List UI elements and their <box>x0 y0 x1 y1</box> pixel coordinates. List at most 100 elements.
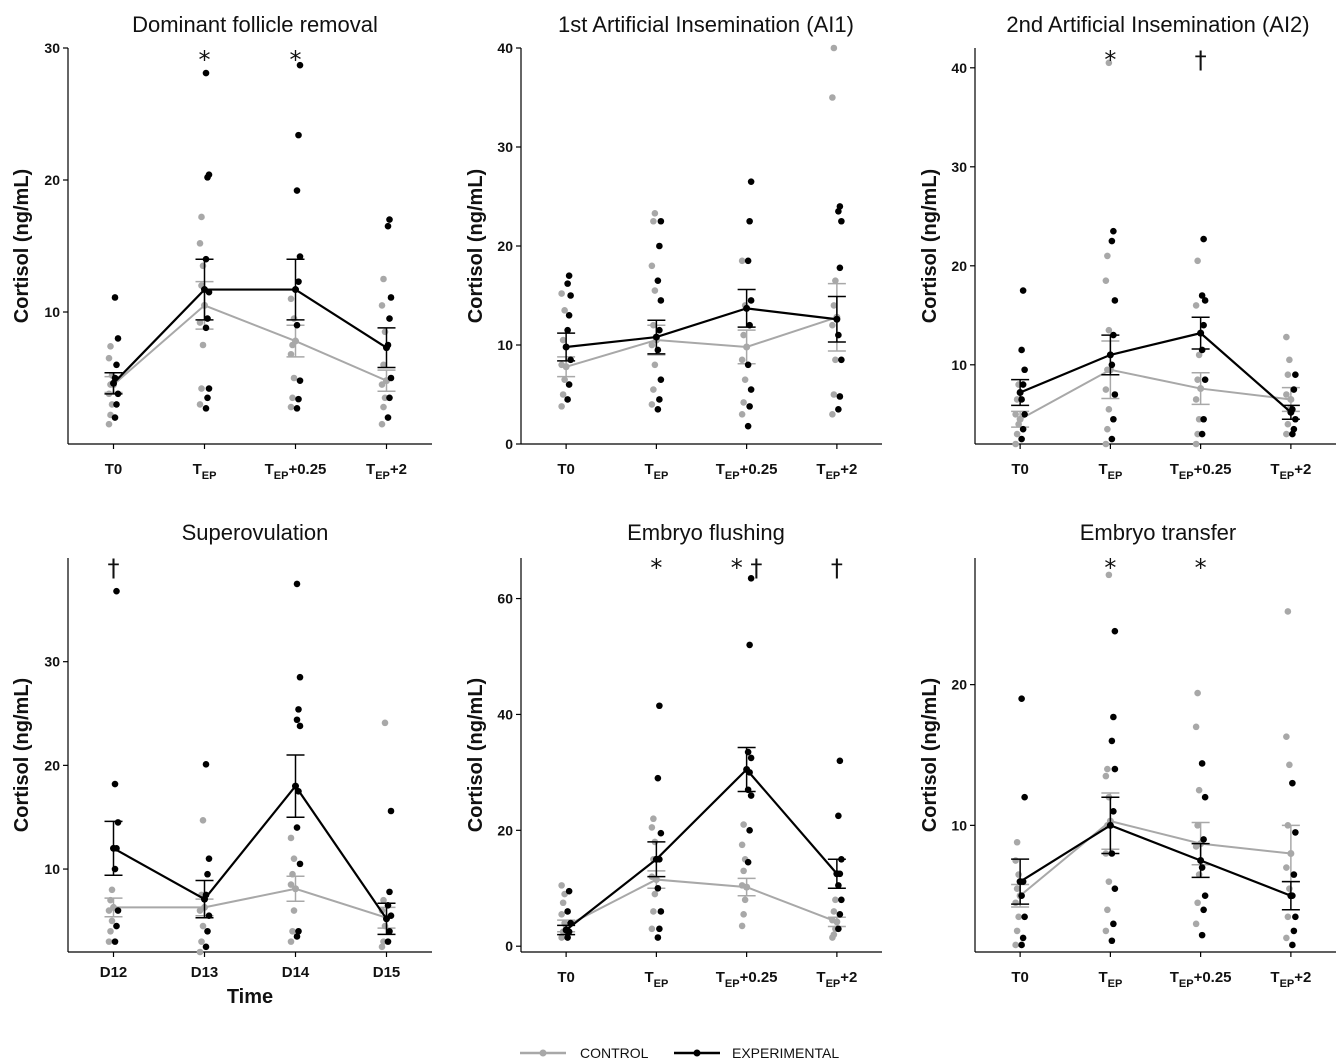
x-tick-label: T0 <box>557 969 575 986</box>
data-point <box>656 925 663 933</box>
x-tick-label: TEP <box>1098 461 1122 482</box>
data-point <box>1201 892 1209 900</box>
data-point <box>1198 760 1206 767</box>
data-point <box>1012 941 1019 949</box>
data-point <box>204 870 211 878</box>
data-point <box>651 210 659 217</box>
data-point <box>558 882 565 889</box>
mean-marker <box>1197 385 1205 393</box>
mean-marker <box>743 304 751 312</box>
data-point <box>1108 737 1116 745</box>
y-tick-label: 20 <box>951 677 967 693</box>
mean-marker <box>292 337 299 345</box>
data-point <box>657 829 665 837</box>
data-point <box>1105 406 1113 413</box>
data-point <box>1021 411 1028 418</box>
mean-marker <box>652 876 660 884</box>
data-point <box>738 922 746 930</box>
data-point <box>205 385 213 392</box>
significance-marker: * <box>1195 554 1207 582</box>
data-point <box>1283 934 1290 942</box>
data-point <box>650 386 657 393</box>
data-point <box>295 395 302 403</box>
data-point <box>1283 430 1290 438</box>
data-point <box>1012 857 1019 864</box>
data-point <box>289 394 296 402</box>
data-point <box>746 217 753 225</box>
data-point <box>746 403 753 410</box>
data-point <box>295 131 302 139</box>
mean-marker <box>833 315 841 323</box>
data-point <box>105 938 113 945</box>
data-point <box>564 280 571 287</box>
y-tick-label: 30 <box>44 40 60 56</box>
data-point <box>386 315 393 322</box>
panel-title: Embryo flushing <box>627 520 785 545</box>
data-point <box>108 917 116 925</box>
data-point <box>1013 927 1021 935</box>
data-point <box>651 361 659 369</box>
data-point <box>836 264 844 272</box>
data-point <box>293 716 301 724</box>
mean-marker <box>833 870 841 878</box>
data-point <box>838 356 845 364</box>
data-point <box>198 938 205 945</box>
x-tick-label: TEP <box>1098 969 1122 990</box>
data-point <box>567 356 574 364</box>
data-point <box>830 908 838 915</box>
data-point <box>1111 391 1119 398</box>
mean-marker <box>833 918 841 926</box>
mean-marker <box>743 343 751 351</box>
data-point <box>1021 913 1028 921</box>
data-point <box>741 376 749 383</box>
data-point <box>657 217 665 225</box>
data-point <box>113 361 120 369</box>
data-point <box>287 403 295 411</box>
data-point <box>295 278 302 285</box>
data-point <box>1018 396 1025 403</box>
y-axis-title: Cortisol (ng/mL) <box>919 169 941 323</box>
data-point <box>1283 333 1290 341</box>
data-point <box>296 673 304 681</box>
data-point <box>384 414 392 421</box>
data-point <box>1110 415 1117 423</box>
data-point <box>387 374 395 382</box>
data-point <box>1104 425 1111 433</box>
series-experimental <box>1011 627 1300 949</box>
series-control <box>557 44 846 418</box>
data-point <box>559 336 567 344</box>
data-point <box>296 253 304 260</box>
x-tick-label: TEP <box>644 969 668 990</box>
data-point <box>386 927 393 935</box>
data-point <box>746 827 753 834</box>
data-point <box>290 374 298 382</box>
data-point <box>1102 927 1110 935</box>
data-point <box>1201 376 1209 383</box>
data-point <box>1292 913 1299 921</box>
data-point <box>1111 627 1119 635</box>
y-axis-title: Cortisol (ng/mL) <box>11 678 33 832</box>
panel-2: 1st Artificial Insemination (AI1) 0 10 20 30… <box>465 12 882 482</box>
data-point <box>196 319 204 326</box>
data-point <box>380 403 387 411</box>
data-point <box>290 855 298 862</box>
data-point <box>202 943 210 951</box>
data-point <box>1194 822 1201 829</box>
data-point <box>648 925 656 933</box>
data-point <box>1290 871 1298 878</box>
mean-marker <box>1106 821 1114 829</box>
data-point <box>654 934 662 941</box>
y-tick-label: 30 <box>44 654 60 670</box>
data-point <box>1108 361 1116 369</box>
mean-line <box>112 784 388 920</box>
data-point <box>1200 415 1207 423</box>
mean-marker <box>110 844 117 852</box>
data-point <box>381 719 389 727</box>
data-point <box>558 403 565 410</box>
data-point <box>744 422 752 430</box>
data-point <box>1111 297 1119 304</box>
data-point <box>1286 761 1293 769</box>
data-point <box>1200 321 1207 329</box>
data-point <box>835 925 842 933</box>
